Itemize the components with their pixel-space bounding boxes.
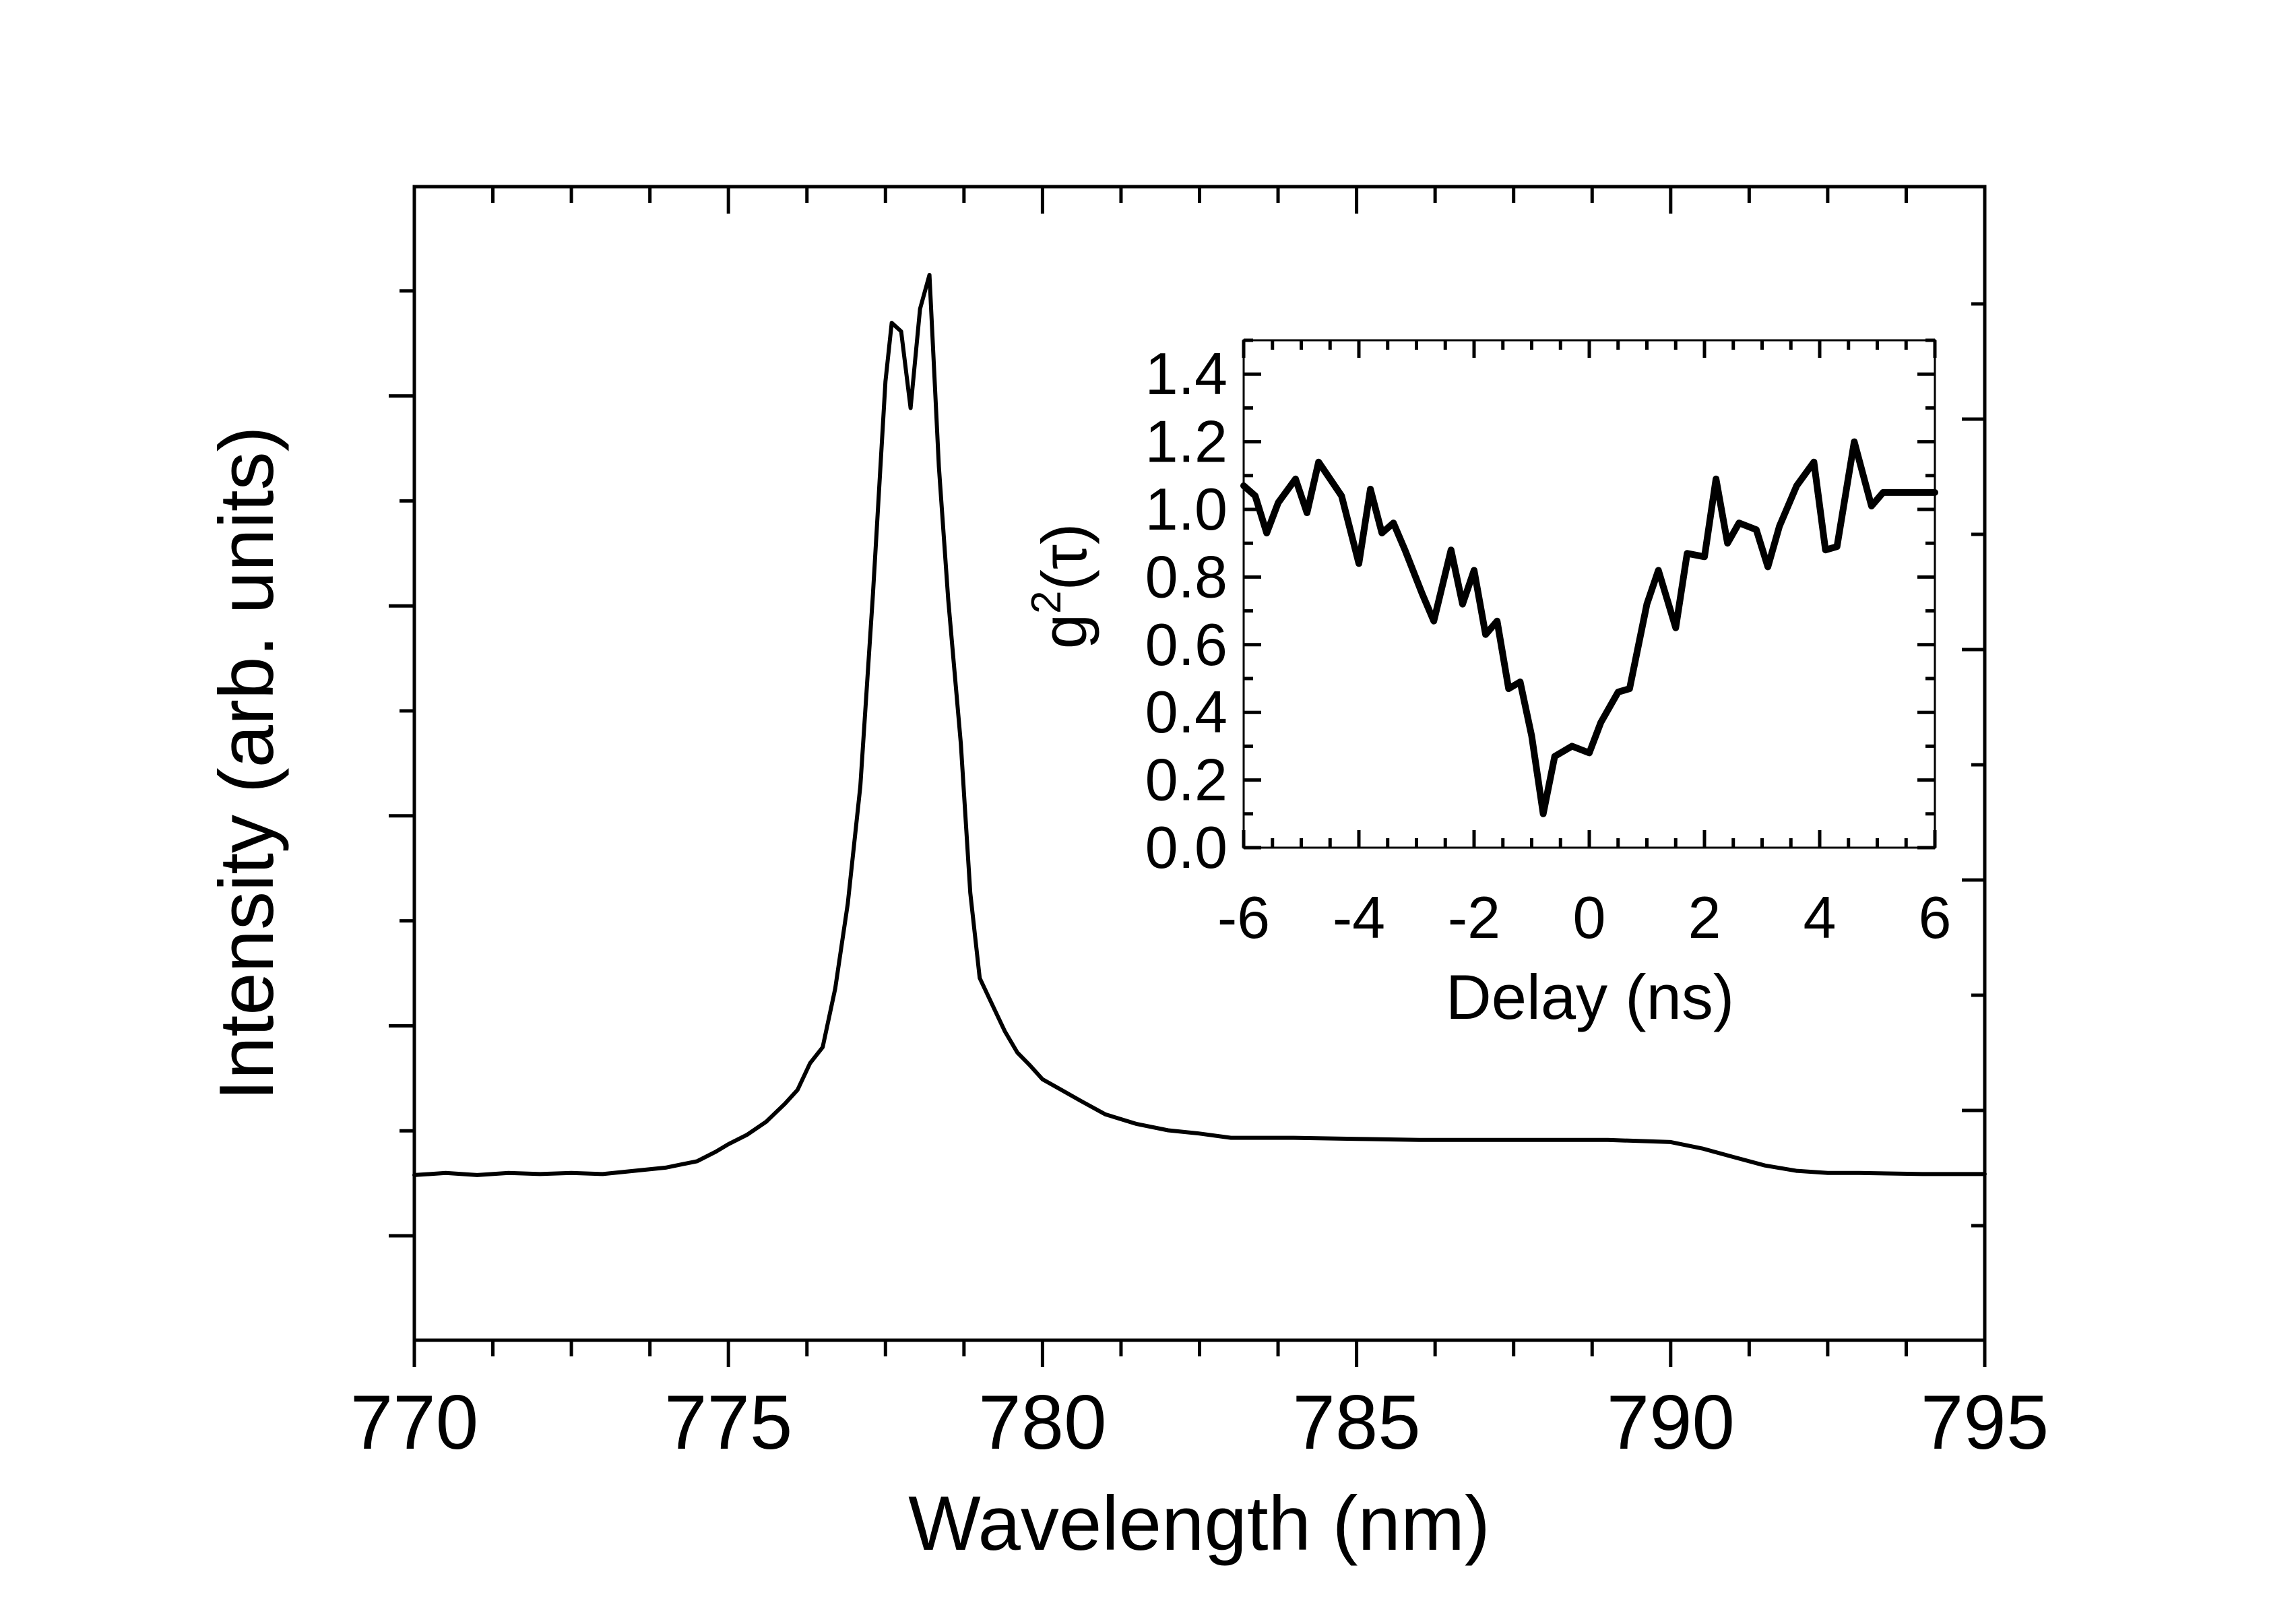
main-series-group xyxy=(412,273,1987,1177)
main-y-axis-title: Intensity (arb. units) xyxy=(204,426,290,1100)
inset-y-tick-label: 1.0 xyxy=(1145,476,1227,542)
inset-y-tick-label: 0.4 xyxy=(1145,679,1227,745)
inset-x-tick-label: -4 xyxy=(1333,884,1385,951)
inset-plot-frame xyxy=(1242,339,1936,849)
main-x-tick-labels: 770 775 780 785 790 795 xyxy=(350,1380,2049,1466)
inset-y-axis-title: g2(τ) xyxy=(1023,524,1099,650)
inset-x-tick-label: 4 xyxy=(1804,884,1837,951)
inset-y-axis-title-superscript: 2 xyxy=(1023,590,1070,613)
inset-x-tick-labels: -6 -4 -2 0 2 4 6 xyxy=(1217,884,1952,951)
inset-y-tick-label: 0.8 xyxy=(1145,543,1227,610)
main-x-tick-label: 785 xyxy=(1292,1380,1420,1466)
main-x-tick-label: 775 xyxy=(664,1380,792,1466)
inset-x-tick-label: 0 xyxy=(1573,884,1606,951)
inset-series-group xyxy=(1240,438,1938,817)
inset-y-axis-title-base: g xyxy=(1029,614,1099,649)
inset-y-axis-title-argument: (τ) xyxy=(1029,524,1099,591)
inset-x-tick-label: 6 xyxy=(1919,884,1952,951)
main-x-tick-label: 795 xyxy=(1921,1380,2049,1466)
inset-y-tick-label: 0.0 xyxy=(1145,814,1227,881)
inset-y-tick-labels: 0.00.20.40.60.81.01.21.4 xyxy=(1145,340,1227,881)
inset-background xyxy=(1244,340,1935,848)
main-x-tick-label: 770 xyxy=(350,1380,478,1466)
main-x-tick-label: 790 xyxy=(1607,1380,1735,1466)
inset-chart: -6 -4 -2 0 2 4 6 0.00.20.40.60.81.01.21.4 Dela… xyxy=(1023,338,1952,1032)
inset-x-tick-label: 2 xyxy=(1688,884,1721,951)
inset-y-tick-label: 0.2 xyxy=(1145,747,1227,813)
main-x-axis-title: Wavelength (nm) xyxy=(908,1481,1490,1567)
inset-x-axis-title: Delay (ns) xyxy=(1446,962,1734,1032)
main-plot-frame xyxy=(412,185,1987,1342)
inset-x-tick-label: -2 xyxy=(1448,884,1500,951)
main-chart: 770 775 780 785 790 795 Wavelength (nm) Inten… xyxy=(204,185,2049,1567)
main-series-line-spectrum xyxy=(412,273,1987,1177)
inset-y-tick-label: 0.6 xyxy=(1145,611,1227,678)
inset-x-tick-label: -6 xyxy=(1217,884,1270,951)
inset-series-line-g2 xyxy=(1240,438,1938,817)
inset-y-tick-label: 1.4 xyxy=(1145,340,1227,407)
main-x-tick-label: 780 xyxy=(978,1380,1106,1466)
inset-y-tick-label: 1.2 xyxy=(1145,408,1227,475)
